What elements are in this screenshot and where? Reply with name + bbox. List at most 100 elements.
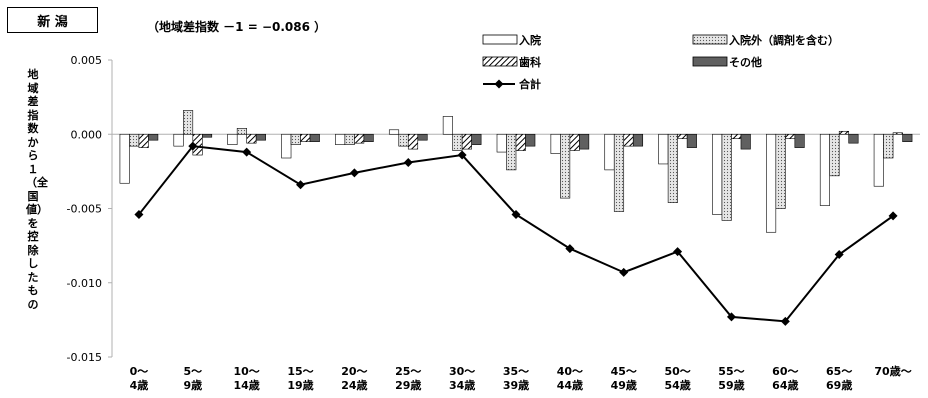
- x-tick-label: 14歳: [234, 378, 260, 392]
- y-tick-label: -0.015: [67, 351, 102, 364]
- x-tick-label: 54歳: [664, 378, 690, 392]
- bar-2-9: [623, 133, 634, 147]
- bar-1-11: [721, 133, 732, 221]
- bar-3-6: [471, 133, 482, 145]
- x-tick-label: 10～: [234, 365, 260, 378]
- legend-label-1: 入院外（調剤を含む）: [729, 33, 839, 47]
- bar-2-11: [731, 133, 742, 140]
- bar-1-8: [560, 133, 571, 199]
- x-tick-label: 30～: [449, 365, 475, 378]
- bar-2-8: [569, 133, 580, 151]
- total-point-6: [457, 150, 467, 160]
- bar-3-8: [579, 133, 590, 150]
- x-tick-label: 50～: [664, 365, 690, 378]
- axes: 0.005 0.000 -0.005 -0.010 -0.015: [67, 54, 920, 364]
- bar-1-14: [883, 133, 894, 159]
- bar-0-1: [173, 133, 184, 147]
- bar-0-6: [442, 116, 453, 135]
- legend-marker: [494, 79, 504, 89]
- x-tick-label: 34歳: [449, 378, 475, 392]
- bar-3-14: [902, 133, 913, 142]
- bar-3-1: [202, 133, 213, 138]
- bar-1-10: [667, 133, 678, 203]
- legend-swatch-1: [692, 34, 728, 45]
- x-tick-label: 60～: [772, 365, 798, 378]
- bar-0-3: [281, 133, 292, 159]
- bar-2-2: [246, 133, 257, 144]
- total-line: [134, 141, 898, 326]
- bar-3-10: [686, 133, 697, 148]
- x-tick-label: 15～: [287, 365, 313, 378]
- bar-3-7: [525, 133, 536, 147]
- x-tick-label: 64歳: [772, 378, 798, 392]
- legend-swatch-3: [692, 56, 728, 67]
- bar-2-0: [138, 133, 149, 148]
- bar-1-2: [236, 128, 247, 135]
- bar-1-4: [344, 133, 355, 145]
- x-tick-label: 0～: [130, 365, 149, 378]
- bar-2-10: [677, 133, 688, 140]
- y-tick-label: 0.000: [71, 128, 103, 141]
- bar-0-13: [819, 133, 831, 206]
- total-point-13: [834, 250, 844, 260]
- x-tick-label: 44歳: [557, 378, 583, 392]
- bar-1-3: [290, 133, 301, 145]
- x-tick-label: 59歳: [718, 378, 744, 392]
- legend-label-4: 合計: [519, 77, 541, 91]
- y-tick-label: -0.005: [67, 203, 102, 216]
- x-tick-label: 39歳: [503, 378, 529, 392]
- x-tick-label: 49歳: [611, 378, 637, 392]
- x-tick-label: 55～: [718, 365, 744, 378]
- bar-1-5: [398, 133, 409, 147]
- total-point-1: [188, 141, 198, 151]
- bar-1-6: [452, 133, 463, 151]
- bar-1-13: [829, 133, 840, 177]
- bar-0-2: [227, 133, 238, 145]
- total-point-9: [619, 267, 629, 277]
- x-tick-label: 25～: [395, 365, 421, 378]
- x-axis-labels: 0～4歳 5～9歳 10～14歳 15～19歳 20～24歳 25～29歳 30～34歳 35…: [130, 364, 912, 392]
- x-tick-label: 40～: [557, 365, 583, 378]
- bar-1-0: [129, 133, 140, 147]
- x-tick-label: 19歳: [287, 378, 313, 392]
- legend-label-3: その他: [729, 55, 762, 69]
- x-tick-label: 24歳: [341, 378, 367, 392]
- bar-0-0: [119, 133, 130, 184]
- total-point-11: [726, 312, 736, 322]
- bar-0-11: [712, 133, 723, 215]
- bar-0-9: [604, 133, 615, 171]
- bar-2-12: [785, 133, 796, 140]
- bar-1-1: [183, 110, 194, 135]
- legend-swatch-2: [482, 56, 518, 67]
- bar-1-7: [506, 133, 517, 171]
- chart-subtitle: （地域差指数 －1 = −0.086 ）: [147, 20, 327, 34]
- bar-0-5: [388, 129, 400, 135]
- bar-2-4: [354, 133, 365, 144]
- total-point-0: [134, 209, 144, 219]
- bar-0-7: [496, 133, 507, 153]
- bar-2-6: [461, 133, 472, 150]
- total-point-4: [349, 168, 359, 178]
- bar-3-4: [363, 133, 374, 142]
- total-point-8: [565, 244, 575, 254]
- x-tick-label: 9歳: [183, 378, 202, 392]
- bar-2-5: [407, 133, 419, 150]
- x-tick-label: 69歳: [826, 378, 852, 392]
- bars: [119, 110, 913, 233]
- bar-2-3: [300, 133, 311, 142]
- total-point-2: [242, 147, 252, 157]
- total-point-7: [511, 209, 521, 219]
- y-tick-label: 0.005: [71, 54, 103, 67]
- bar-3-12: [794, 133, 805, 148]
- bar-3-13: [848, 133, 859, 144]
- bar-3-5: [417, 133, 428, 141]
- bar-0-8: [550, 133, 561, 154]
- legend-swatch-0: [482, 34, 518, 45]
- bar-1-9: [613, 133, 625, 212]
- total-point-12: [780, 316, 790, 326]
- region-label-box: 新 潟: [7, 7, 98, 33]
- bar-2-14: [892, 132, 903, 135]
- x-tick-label: 35～: [503, 365, 529, 378]
